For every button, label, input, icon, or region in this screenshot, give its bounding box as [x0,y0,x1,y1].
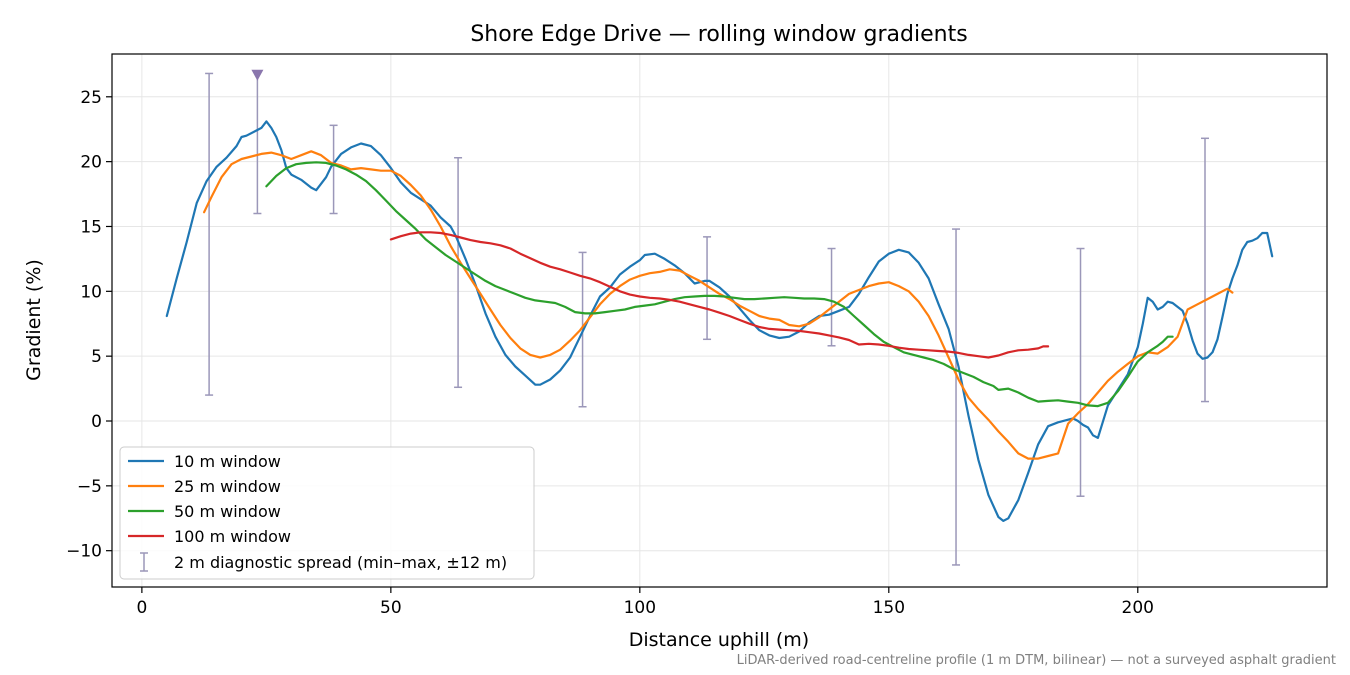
y-tick-label-7: 25 [80,88,102,108]
y-axis-label: Gradient (%) [23,259,45,381]
x-tick-label-4: 200 [1122,598,1154,618]
series-line-1 [203,150,1234,460]
x-axis-ticks: 0 50 100 150 200 [136,587,1154,618]
footnote: LiDAR-derived road-centreline profile (1… [737,653,1336,668]
legend: 10 m window 25 m window 50 m window 100 … [119,446,535,580]
legend-label-100m: 100 m window [174,527,291,546]
grid [112,54,1327,587]
y-tick-label-3: 5 [91,347,102,367]
error-bar-2 [454,156,463,389]
chart-title: Shore Edge Drive — rolling window gradie… [470,22,967,47]
series-line-0 [165,120,1274,522]
y-tick-label-2: 0 [91,412,102,432]
x-tick-label-3: 150 [873,598,905,618]
y-tick-label-5: 15 [80,217,102,237]
series-line-3 [389,231,1050,359]
plot-frame [111,53,1328,588]
legend-label-10m: 10 m window [174,452,281,471]
error-bar-7 [1076,247,1085,497]
legend-box [119,446,535,580]
y-axis-ticks: −10 −5 0 5 10 15 20 25 [66,88,112,562]
x-tick-label-1: 50 [380,598,402,618]
error-bar-0 [205,72,214,396]
legend-label-50m: 50 m window [174,502,281,521]
series-lines [165,120,1274,522]
legend-label-errorbar: 2 m diagnostic spread (min–max, ±12 m) [174,553,507,572]
x-tick-label-0: 0 [136,598,147,618]
error-bar-1 [329,124,338,215]
y-tick-label-0: −10 [66,542,102,562]
error-bar-5 [827,247,836,347]
legend-swatch-errorbar [140,552,148,572]
x-axis-label: Distance uphill (m) [629,629,809,651]
y-tick-label-1: −5 [77,477,102,497]
series-line-2 [265,161,1174,408]
legend-label-25m: 25 m window [174,477,281,496]
y-tick-label-4: 10 [80,282,102,302]
error-bar-6 [952,228,961,566]
y-tick-label-6: 20 [80,153,102,173]
marker-layer [251,69,264,81]
peak-marker [251,69,264,81]
error-bar-4 [703,236,712,341]
x-tick-label-2: 100 [624,598,656,618]
